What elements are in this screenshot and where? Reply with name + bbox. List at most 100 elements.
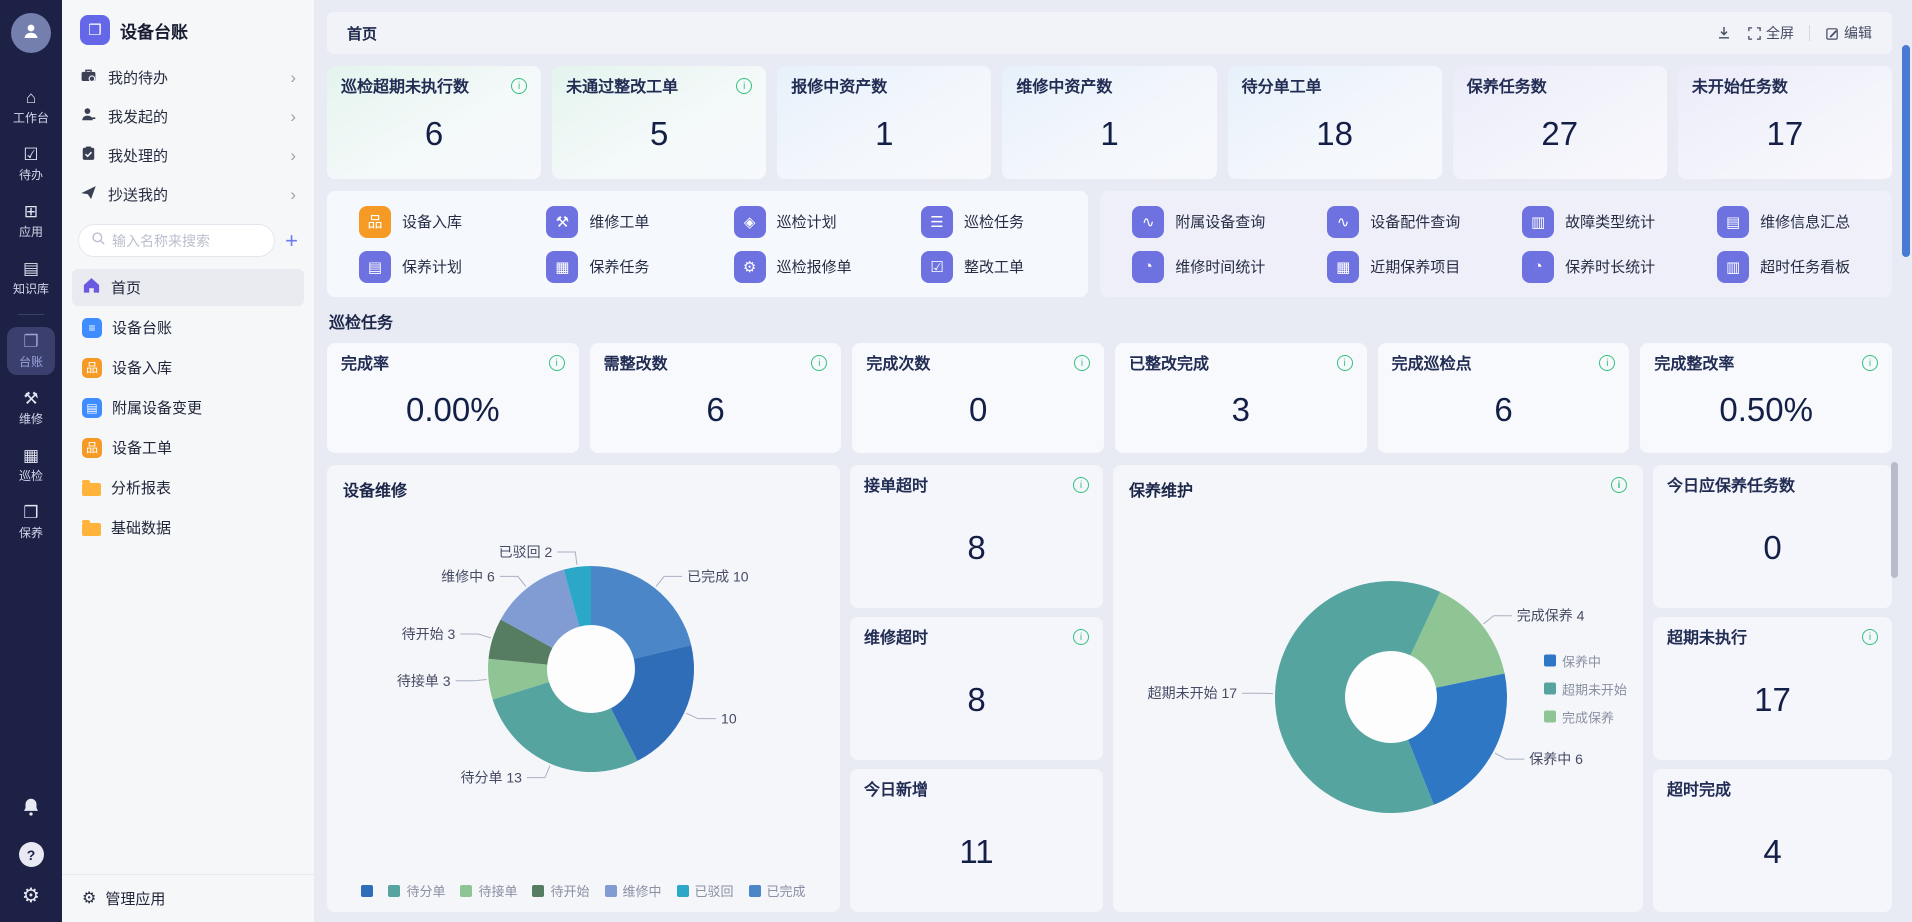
- inspection-repair-form-icon: ⚙: [733, 250, 766, 283]
- sidebar-item-equipment-inbound[interactable]: 品 设备入库: [72, 349, 304, 386]
- help-icon[interactable]: ?: [18, 842, 44, 867]
- bar-chart-icon: ▥: [1717, 250, 1750, 283]
- search-input[interactable]: [112, 232, 263, 249]
- ledger-icon: ❐: [23, 332, 39, 351]
- svg-text:待开始 3: 待开始 3: [402, 626, 456, 642]
- manage-apps-button[interactable]: ⚙ 管理应用: [62, 874, 314, 922]
- shortcut-maintenance-plan[interactable]: ▤ 保养计划: [333, 244, 520, 289]
- svg-text:保养中 6: 保养中 6: [1529, 751, 1583, 767]
- info-icon[interactable]: [548, 355, 565, 371]
- stat-card-assets-under-report: 报修中资产数 1: [777, 66, 992, 179]
- svg-text:超期未开始 17: 超期未开始 17: [1148, 685, 1238, 701]
- rail-item-knowledge-base[interactable]: ▤ 知识库: [7, 254, 55, 302]
- stat-label: 待分单工单: [1241, 79, 1322, 96]
- svg-text:待接单 3: 待接单 3: [397, 673, 451, 689]
- sidebar-group-cc-to-me[interactable]: 抄送我的: [62, 175, 314, 214]
- avatar[interactable]: [11, 13, 51, 53]
- window-scrollbar-thumb[interactable]: [1902, 45, 1910, 257]
- edit-button[interactable]: 编辑: [1825, 23, 1872, 43]
- info-icon[interactable]: [1862, 355, 1878, 371]
- info-icon[interactable]: [1611, 477, 1627, 493]
- sidebar-item-attached-equipment-change[interactable]: ▤ 附属设备变更: [72, 389, 304, 426]
- sidebar-group-handled-by-me[interactable]: 我处理的: [62, 136, 314, 175]
- shortcut-equipment-inbound[interactable]: 品设备入库: [333, 199, 520, 244]
- rail-item-repair[interactable]: ⚒ 维修: [7, 384, 55, 432]
- stat-label: 完成次数: [866, 356, 931, 373]
- shortcut-recent-maintenance-items[interactable]: ▦ 近期保养项目: [1301, 244, 1496, 289]
- shortcut-maintenance-duration-stats[interactable]: ◔ 保养时长统计: [1496, 244, 1691, 289]
- maintenance-task-icon: ▦: [546, 250, 579, 283]
- settings-gear-icon[interactable]: ⚙: [22, 885, 40, 907]
- info-icon[interactable]: [1336, 355, 1353, 371]
- shortcut-overtime-task-board[interactable]: ▥ 超时任务看板: [1691, 244, 1886, 289]
- clipboard-icon: ▦: [1327, 250, 1360, 283]
- info-icon[interactable]: [1073, 477, 1089, 493]
- shortcut-inspection-task[interactable]: ☰ 巡检任务: [895, 199, 1082, 244]
- info-icon[interactable]: [511, 78, 528, 94]
- shortcut-rectification-order[interactable]: ☑ 整改工单: [895, 244, 1082, 289]
- clipboard-check-icon: [80, 145, 97, 166]
- shortcut-repair-time-stats[interactable]: ◔ 维修时间统计: [1106, 244, 1301, 289]
- shortcut-maintenance-task[interactable]: ▦ 保养任务: [520, 244, 707, 289]
- chart-legend[interactable]: 保养中 超期未开始 完成保养: [1543, 651, 1627, 726]
- rail-item-inspection[interactable]: ▦ 巡检: [7, 441, 55, 489]
- stat-card-maintenance-due-today: 今日应保养任务数 0: [1653, 465, 1892, 608]
- header-actions: 全屏 编辑: [1716, 23, 1872, 43]
- info-icon[interactable]: [1862, 629, 1878, 645]
- shortcut-inspection-plan[interactable]: ◈ 巡检计划: [708, 199, 895, 244]
- stat-value: 0: [968, 390, 988, 428]
- sidebar-item-equipment-work-order[interactable]: 品 设备工单: [72, 429, 304, 466]
- sidebar-item-home[interactable]: 首页: [72, 269, 304, 306]
- shortcut-attached-equipment-query[interactable]: ∿ 附属设备查询: [1106, 199, 1301, 244]
- shortcut-inspection-repair-form[interactable]: ⚙ 巡检报修单: [708, 244, 895, 289]
- info-icon[interactable]: [1074, 355, 1090, 371]
- inspection-task-icon: ☰: [920, 205, 953, 238]
- rail-item-todo[interactable]: ☑ 待办: [7, 140, 55, 188]
- info-icon[interactable]: [736, 78, 753, 94]
- inspection-stats-row: 完成率 0.00% 需整改数 6 完成次数 0 已整改完成 3 完成巡检点: [327, 343, 1892, 453]
- shortcut-repair-info-summary[interactable]: ▤ 维修信息汇总: [1691, 199, 1886, 244]
- app-rail: ⌂ 工作台 ☑ 待办 ⊞ 应用 ▤ 知识库 ❐ 台账 ⚒ 维修: [0, 0, 62, 922]
- stat-card-completion-rate: 完成率 0.00%: [327, 343, 579, 453]
- sidebar-item-label: 设备台账: [112, 320, 173, 337]
- stat-value: 18: [1316, 115, 1353, 153]
- shortcut-label: 维修时间统计: [1175, 259, 1266, 276]
- stat-label: 接单超时: [864, 478, 929, 495]
- info-icon[interactable]: [811, 355, 828, 371]
- sidebar-item-analysis-reports[interactable]: 分析报表: [72, 469, 304, 506]
- shortcut-repair-order[interactable]: ⚒ 维修工单: [520, 199, 707, 244]
- shortcut-fault-type-stats[interactable]: ▥ 故障类型统计: [1496, 199, 1691, 244]
- stat-card-overtime-completed: 超时完成 4: [1653, 769, 1892, 912]
- bell-icon[interactable]: [20, 796, 42, 823]
- download-button[interactable]: [1716, 25, 1732, 41]
- rail-item-workbench[interactable]: ⌂ 工作台: [7, 83, 55, 131]
- rail-item-ledger[interactable]: ❐ 台账: [7, 327, 55, 375]
- info-icon[interactable]: [1073, 629, 1089, 645]
- stat-label: 未通过整改工单: [566, 79, 679, 96]
- chart-legend[interactable]: 待分单 待接单 待开始 维修中 已驳回 已完成: [343, 881, 824, 904]
- search-box[interactable]: [78, 224, 276, 257]
- person-icon: [80, 106, 97, 127]
- maintenance-icon: ❒: [23, 503, 39, 522]
- stat-label: 完成率: [341, 356, 390, 373]
- document-icon: ▤: [1717, 205, 1750, 238]
- chevron-right-icon: [290, 69, 296, 86]
- fullscreen-button[interactable]: 全屏: [1747, 23, 1794, 43]
- rail-item-apps[interactable]: ⊞ 应用: [7, 197, 55, 245]
- rail-item-maintenance[interactable]: ❒ 保养: [7, 498, 55, 546]
- shortcut-equipment-parts-query[interactable]: ∿ 设备配件查询: [1301, 199, 1496, 244]
- sidebar-group-initiated-by-me[interactable]: 我发起的: [62, 97, 314, 136]
- shortcut-label: 设备入库: [402, 214, 463, 231]
- info-icon[interactable]: [1599, 355, 1616, 371]
- add-button[interactable]: [283, 230, 300, 252]
- stat-label: 未开始任务数: [1691, 79, 1788, 96]
- sidebar-item-equipment-ledger[interactable]: ≡ 设备台账: [72, 309, 304, 346]
- sidebar-item-base-data[interactable]: 基础数据: [72, 509, 304, 546]
- todo-icon: ☑: [23, 145, 39, 164]
- breadcrumb: 首页: [347, 25, 378, 43]
- stat-label: 今日应保养任务数: [1667, 478, 1796, 495]
- stat-card-not-started-tasks: 未开始任务数 17: [1677, 66, 1892, 179]
- content-scrollbar-thumb[interactable]: [1891, 462, 1898, 578]
- sidebar-group-my-todo[interactable]: 我的待办: [62, 58, 314, 97]
